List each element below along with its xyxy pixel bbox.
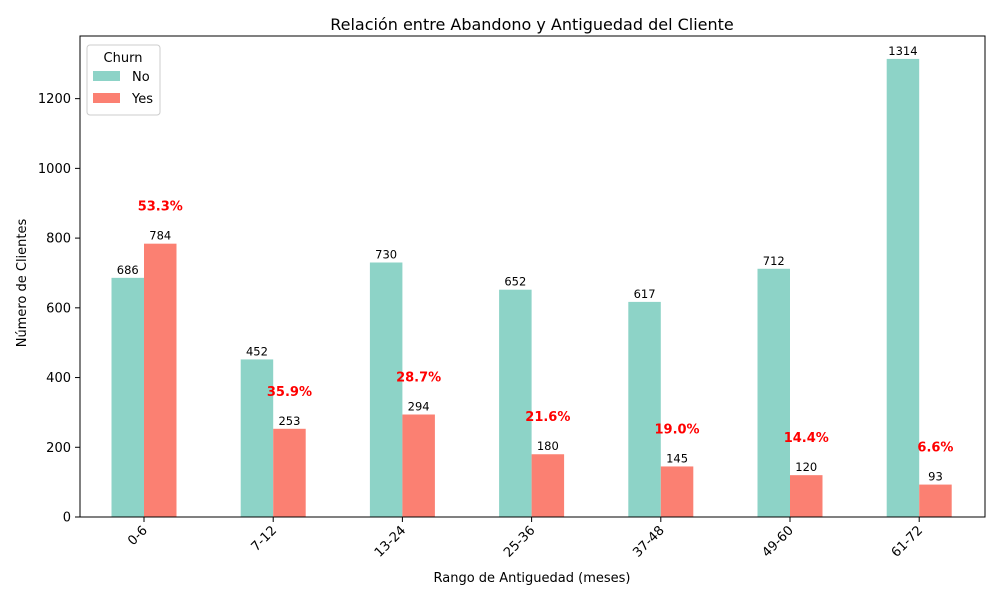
x-tick-label-61-72: 61-72 bbox=[889, 523, 926, 560]
y-tick-label-600: 600 bbox=[46, 301, 71, 316]
x-tick-label-37-48: 37-48 bbox=[630, 523, 667, 560]
axes-frame bbox=[79, 35, 986, 518]
churn-rate-label-61-72: 6.6% bbox=[917, 441, 953, 456]
bar-yes-49-60 bbox=[790, 475, 823, 517]
y-tick-label-800: 800 bbox=[46, 232, 71, 247]
bar-no-49-60 bbox=[757, 268, 790, 517]
legend: Churn No Yes bbox=[86, 44, 161, 116]
data-label-no-0-6: 686 bbox=[117, 263, 139, 277]
data-label-no-37-48: 617 bbox=[634, 287, 656, 301]
bar-no-13-24 bbox=[369, 262, 403, 517]
bar-no-7-12 bbox=[240, 359, 274, 517]
chart-title: Relación entre Abandono y Antiguedad del… bbox=[330, 15, 734, 34]
x-tick-label-0-6: 0-6 bbox=[125, 523, 151, 549]
y-axis-label: Número de Clientes bbox=[15, 218, 30, 347]
y-tick-label-200: 200 bbox=[46, 441, 71, 456]
bar-yes-7-12 bbox=[273, 428, 306, 517]
data-label-yes-13-24: 294 bbox=[408, 400, 430, 414]
bar-yes-61-72 bbox=[919, 484, 952, 517]
data-label-yes-37-48: 145 bbox=[666, 451, 688, 465]
bar-yes-37-48 bbox=[660, 466, 694, 517]
data-label-no-7-12: 452 bbox=[246, 344, 268, 358]
data-label-no-49-60: 712 bbox=[763, 254, 785, 268]
data-label-yes-61-72: 93 bbox=[928, 470, 943, 484]
plot-area: 686 784 53.3% 0-6 452 253 35.9% 7-12 730 294 28.7%… bbox=[38, 35, 986, 561]
x-tick-label-7-12: 7-12 bbox=[249, 523, 280, 554]
x-tick-label-13-24: 13-24 bbox=[372, 523, 409, 560]
data-label-no-25-36: 652 bbox=[504, 275, 526, 289]
legend-title: Churn bbox=[104, 51, 143, 66]
churn-rate-label-13-24: 28.7% bbox=[396, 371, 441, 386]
churn-rate-label-49-60: 14.4% bbox=[784, 431, 829, 446]
data-label-no-13-24: 730 bbox=[375, 248, 397, 262]
y-tick-label-1200: 1200 bbox=[38, 92, 71, 107]
churn-rate-label-7-12: 35.9% bbox=[267, 385, 312, 400]
legend-swatch-no bbox=[93, 71, 120, 81]
churn-rate-label-37-48: 19.0% bbox=[654, 422, 699, 437]
y-tick-label-0: 0 bbox=[63, 511, 71, 526]
legend-label-no: No bbox=[132, 70, 150, 85]
y-tick-label-1000: 1000 bbox=[38, 162, 71, 177]
bar-no-25-36 bbox=[499, 289, 532, 517]
x-tick-label-25-36: 25-36 bbox=[501, 523, 538, 560]
data-label-yes-7-12: 253 bbox=[278, 414, 300, 428]
bar-yes-0-6 bbox=[144, 243, 177, 517]
x-tick-label-49-60: 49-60 bbox=[760, 523, 797, 560]
data-label-yes-49-60: 120 bbox=[795, 460, 817, 474]
legend-label-yes: Yes bbox=[131, 92, 153, 107]
bar-yes-25-36 bbox=[531, 454, 565, 517]
y-tick-label-400: 400 bbox=[46, 371, 71, 386]
data-label-yes-0-6: 784 bbox=[149, 229, 171, 243]
bar-no-61-72 bbox=[886, 58, 920, 518]
data-label-no-61-72: 1314 bbox=[888, 44, 917, 58]
data-label-yes-25-36: 180 bbox=[537, 439, 559, 453]
bar-no-37-48 bbox=[628, 301, 661, 517]
bar-no-0-6 bbox=[111, 277, 144, 517]
x-axis-label: Rango de Antiguedad (meses) bbox=[434, 571, 631, 586]
legend-swatch-yes bbox=[93, 93, 120, 103]
churn-rate-label-25-36: 21.6% bbox=[525, 410, 570, 425]
bar-yes-13-24 bbox=[402, 414, 435, 517]
churn-rate-label-0-6: 53.3% bbox=[138, 200, 183, 215]
